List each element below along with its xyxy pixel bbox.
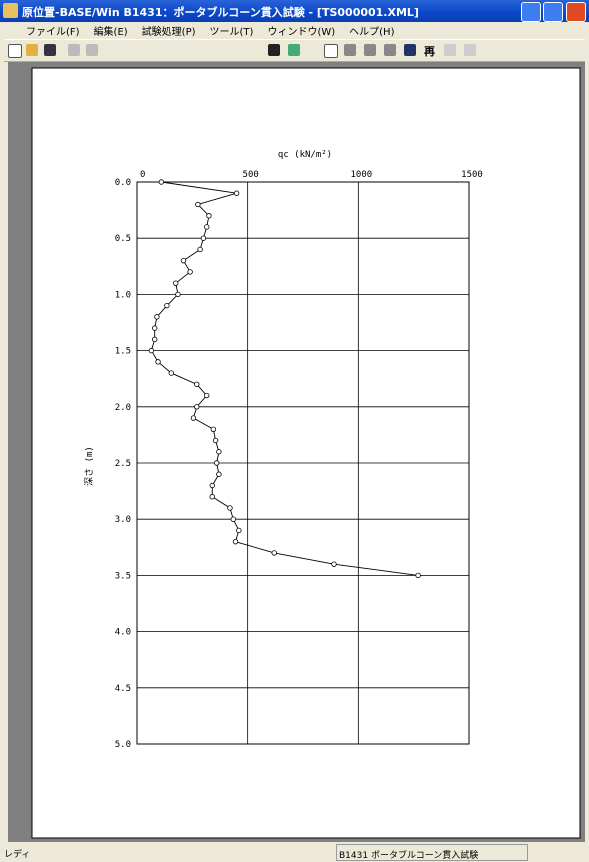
fit-button[interactable]: [364, 44, 376, 56]
axis-button[interactable]: [444, 44, 456, 56]
data-point: [190, 415, 197, 421]
y-tick-label: 2.5: [115, 459, 131, 469]
maximize-button[interactable]: [543, 2, 563, 22]
data-point: [209, 494, 215, 500]
data-point: [148, 347, 155, 354]
data-point: [233, 190, 240, 196]
pointer-button[interactable]: [324, 44, 338, 58]
menu-bar: ファイル(F) 編集(E) 試験処理(P) ツール(T) ウィンドウ(W) ヘルプ(H): [4, 22, 585, 39]
y-tick-label: 1.5: [115, 347, 131, 357]
data-point: [232, 538, 239, 545]
toolbar: 再: [4, 39, 585, 62]
table-button[interactable]: [268, 44, 280, 56]
close-button[interactable]: [566, 2, 586, 22]
x-tick-label: 500: [243, 170, 259, 180]
redraw-button[interactable]: 再: [424, 45, 435, 58]
data-point: [210, 426, 217, 432]
status-bar: レディ B1431 ポータブルコーン貫入試験: [0, 843, 589, 862]
y-tick-label: 3.5: [115, 571, 131, 581]
data-point: [164, 302, 170, 309]
data-point: [216, 471, 222, 477]
data-point: [204, 392, 210, 399]
y-tick-label: 4.0: [115, 628, 131, 638]
y-tick-label: 3.0: [115, 515, 131, 525]
data-point: [154, 314, 160, 320]
menu-item[interactable]: 試験処理(P): [141, 27, 196, 38]
data-point: [180, 257, 187, 264]
y-tick-label: 0.5: [115, 234, 131, 244]
new-button[interactable]: [8, 44, 22, 58]
app-icon: [3, 3, 18, 18]
x-axis-label: qc (kN/m²): [278, 150, 332, 160]
data-point: [216, 449, 222, 455]
data-point: [206, 213, 212, 219]
menu-item[interactable]: ツール(T): [209, 27, 254, 38]
status-panel: B1431 ポータブルコーン貫入試験: [336, 844, 528, 861]
preview-button[interactable]: [68, 44, 80, 56]
x-tick-label: 1500: [461, 170, 483, 180]
data-point: [227, 505, 233, 511]
data-point: [155, 359, 161, 365]
data-point: [271, 550, 277, 556]
x-tick-label: 0: [140, 170, 145, 180]
page: [31, 67, 581, 839]
status-document: B1431 ポータブルコーン貫入試験: [339, 851, 479, 861]
data-point: [168, 370, 175, 376]
window-title: 原位置-BASE/Win B1431：ポータブルコーン貫入試験 - [TS000…: [22, 6, 419, 19]
data-point: [212, 437, 219, 444]
menu-item[interactable]: ファイル(F): [26, 27, 80, 38]
data-point: [195, 201, 201, 208]
data-point: [230, 516, 236, 522]
chart: qc (kN/m²) 深さ (m) 0.0 0.5 1.0 1.5 2.0 2.5 3.0 3…: [31, 67, 581, 839]
title-bar: 原位置-BASE/Win B1431：ポータブルコーン貫入試験 - [TS000…: [0, 0, 589, 22]
data-point: [175, 291, 181, 298]
data-point: [204, 224, 210, 230]
print-button[interactable]: [86, 44, 98, 56]
data-point: [213, 460, 220, 466]
menu-item[interactable]: ウィンドウ(W): [267, 27, 336, 38]
cross-button[interactable]: [384, 44, 396, 56]
data-point: [187, 269, 193, 275]
data-point: [152, 325, 158, 331]
minimize-button[interactable]: [521, 2, 541, 22]
data-point: [158, 179, 165, 185]
data-point: [236, 527, 242, 534]
data-point: [173, 280, 179, 286]
zoom-button[interactable]: [344, 44, 356, 56]
disabled-button: [464, 44, 476, 56]
y-tick-label: 2.0: [115, 403, 131, 413]
data-point: [331, 561, 337, 567]
save-button[interactable]: [44, 44, 56, 56]
window-button[interactable]: [404, 44, 416, 56]
menu-item[interactable]: ヘルプ(H): [349, 27, 395, 38]
data-point: [200, 235, 207, 241]
y-tick-label: 4.5: [115, 684, 131, 694]
menu-item[interactable]: 編集(E): [93, 27, 128, 38]
y-tick-label: 1.0: [115, 290, 131, 300]
open-button[interactable]: [26, 44, 38, 56]
data-point: [197, 246, 203, 253]
y-tick-label: 5.0: [115, 740, 131, 750]
data-point: [152, 336, 158, 343]
document-area: qc (kN/m²) 深さ (m) 0.0 0.5 1.0 1.5 2.0 2.5 3.0 3…: [8, 62, 585, 842]
graph-button[interactable]: [288, 44, 300, 56]
data-point: [194, 404, 200, 410]
data-point: [415, 572, 421, 579]
y-axis-label: 深さ (m): [84, 446, 95, 486]
data-point: [209, 482, 215, 489]
x-tick-label: 1000: [350, 170, 372, 180]
y-tick-label: 0.0: [115, 178, 131, 188]
status-text: レディ: [4, 850, 31, 860]
data-point: [194, 381, 200, 388]
